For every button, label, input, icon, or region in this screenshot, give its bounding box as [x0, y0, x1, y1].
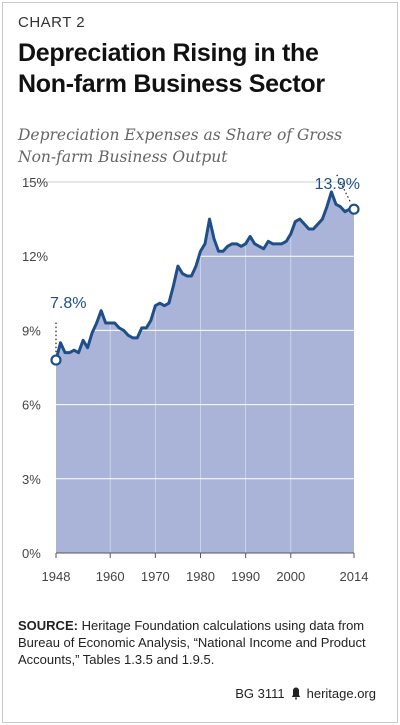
source-label: SOURCE: — [18, 618, 78, 633]
x-tick-label: 1980 — [186, 569, 215, 584]
x-tick-label: 1990 — [231, 569, 260, 584]
y-tick-label: 12% — [22, 249, 48, 264]
y-tick-label: 15% — [22, 175, 48, 190]
source-text: Heritage Foundation calculations using d… — [18, 618, 366, 667]
x-tick-label: 1948 — [42, 569, 71, 584]
annotation-label: 13.9% — [315, 176, 360, 193]
area-chart: 0% 3% 6% 9% 12% 15% 1948 1960 1970 1980 1990 2000 20… — [22, 172, 369, 584]
chart-number-label: CHART 2 — [18, 14, 86, 31]
annotation-label: 7.8% — [50, 295, 86, 312]
y-tick-label: 3% — [22, 472, 41, 487]
source-note: SOURCE: Heritage Foundation calculations… — [18, 617, 383, 668]
y-tick-label: 9% — [22, 323, 41, 338]
chart-subtitle: Depreciation Expenses as Share of Gross … — [18, 126, 343, 166]
x-tick-label: 1960 — [96, 569, 125, 584]
x-tick-label: 2014 — [340, 569, 369, 584]
annotation-marker — [50, 354, 62, 366]
chart-title: Depreciation Rising in the Non-farm Busi… — [18, 39, 325, 98]
area-fill — [56, 191, 354, 553]
report-id: BG 3111 — [235, 686, 285, 701]
x-tick-label: 2000 — [276, 569, 305, 584]
footer-credit: BG 3111 heritage.org — [235, 686, 376, 701]
annotation-marker — [348, 203, 360, 215]
series-line — [54, 190, 354, 361]
x-tick-label: 1970 — [141, 569, 170, 584]
y-tick-label: 6% — [22, 398, 41, 413]
y-tick-label: 0% — [22, 546, 41, 561]
liberty-bell-icon — [291, 687, 300, 700]
site-link[interactable]: heritage.org — [306, 686, 376, 701]
annotation-leader — [335, 172, 351, 202]
